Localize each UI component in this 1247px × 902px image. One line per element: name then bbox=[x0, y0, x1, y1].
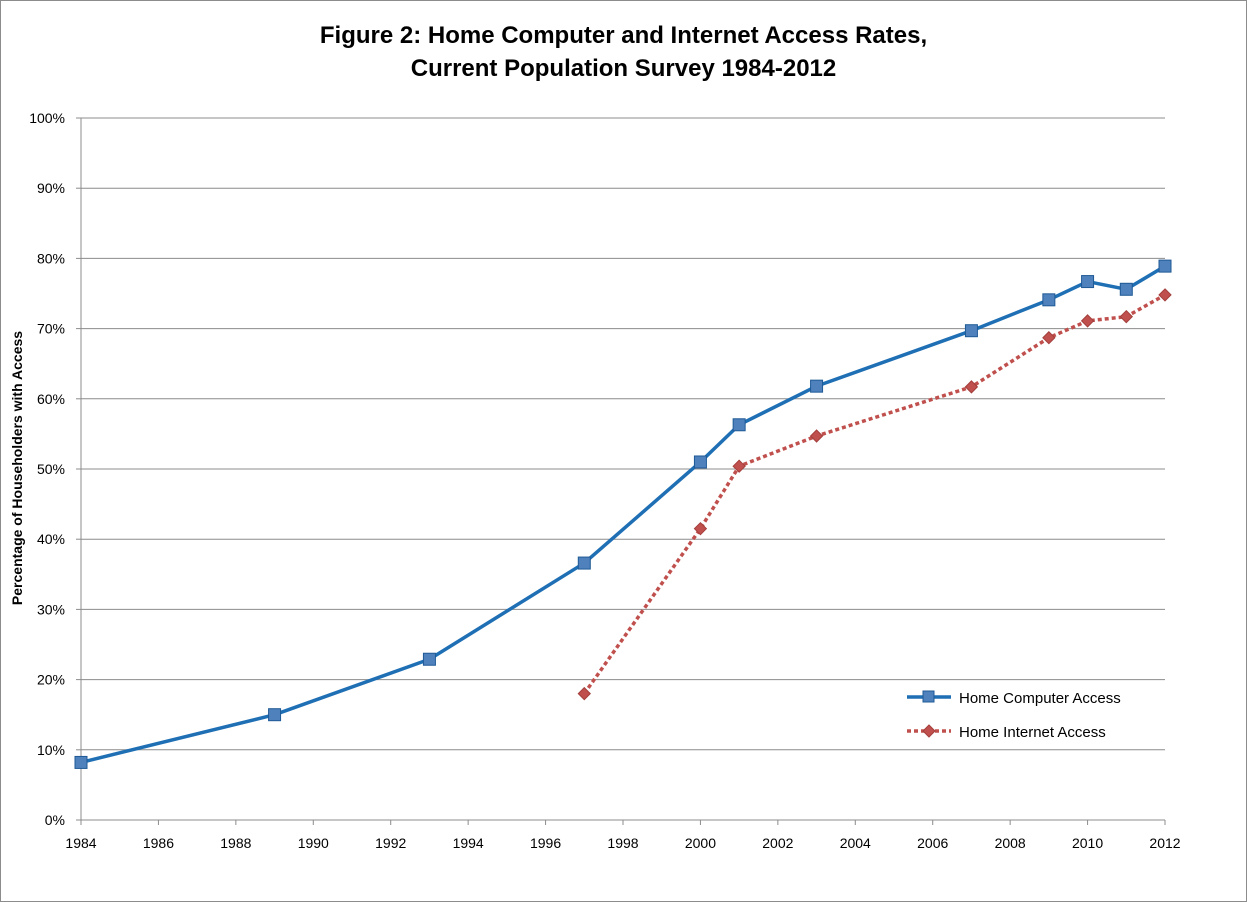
y-axis-label: Percentage of Householders with Access bbox=[9, 331, 25, 605]
chart-title-line-2: Current Population Survey 1984-2012 bbox=[410, 55, 837, 82]
y-tick-label: 50% bbox=[37, 461, 65, 477]
axes bbox=[80, 118, 1166, 825]
x-tick-label: 1994 bbox=[453, 835, 484, 851]
y-tick-label: 10% bbox=[37, 742, 65, 758]
legend: Home Computer Access Home Internet Acces… bbox=[907, 690, 1121, 741]
x-tick-label: 2006 bbox=[917, 835, 948, 851]
y-tick-label: 90% bbox=[37, 180, 65, 196]
series-layer bbox=[74, 259, 1172, 769]
y-tick-labels: 0% 10% 20% 30% 40% 50% 60% 70% 80% 90% 100% bbox=[29, 110, 65, 828]
data-point-square bbox=[693, 455, 707, 469]
x-tick-label: 1998 bbox=[607, 835, 638, 851]
data-point-diamond bbox=[809, 429, 824, 443]
data-point-diamond bbox=[1042, 331, 1056, 345]
data-point-square bbox=[1042, 293, 1056, 307]
series-home-internet-access bbox=[577, 288, 1172, 701]
series-line bbox=[582, 293, 1166, 695]
data-point-diamond bbox=[693, 521, 708, 536]
x-tick-labels: 1984 1986 1988 1990 1992 1994 1996 1998 2000 2002… bbox=[65, 835, 1180, 851]
x-tick-label: 2004 bbox=[840, 835, 871, 851]
legend-label-home-internet: Home Internet Access bbox=[959, 724, 1106, 741]
x-tick-label: 1988 bbox=[220, 835, 251, 851]
legend-item-home-internet: Home Internet Access bbox=[907, 724, 1106, 741]
data-point-square bbox=[964, 324, 978, 338]
x-tick-label: 2002 bbox=[762, 835, 793, 851]
data-point-square bbox=[1081, 275, 1095, 289]
data-point-square bbox=[1119, 282, 1133, 296]
x-tick-label: 1996 bbox=[530, 835, 561, 851]
x-tick-label: 2012 bbox=[1149, 835, 1180, 851]
data-point-square bbox=[268, 708, 282, 722]
data-point-square bbox=[1158, 259, 1172, 273]
legend-item-home-computer: Home Computer Access bbox=[907, 690, 1121, 707]
x-tick-label: 1990 bbox=[298, 835, 329, 851]
y-tick-label: 0% bbox=[45, 812, 65, 828]
x-tick-label: 2010 bbox=[1072, 835, 1103, 851]
x-tick-label: 1992 bbox=[375, 835, 406, 851]
legend-square-marker bbox=[922, 690, 935, 703]
legend-label-home-computer: Home Computer Access bbox=[959, 690, 1121, 707]
data-point-diamond bbox=[577, 686, 591, 701]
y-tick-label: 60% bbox=[37, 391, 65, 407]
legend-diamond-marker bbox=[922, 724, 936, 738]
y-tick-label: 100% bbox=[29, 110, 65, 126]
data-point-square bbox=[577, 556, 591, 570]
chart-title: Figure 2: Home Computer and Internet Acc… bbox=[1, 19, 1246, 85]
data-point-diamond bbox=[1080, 314, 1095, 328]
series-home-computer-access bbox=[74, 259, 1172, 769]
gridlines bbox=[76, 117, 1165, 821]
data-point-square bbox=[732, 418, 746, 432]
y-tick-label: 80% bbox=[37, 250, 65, 266]
x-tick-label: 1984 bbox=[65, 835, 96, 851]
data-point-diamond bbox=[1158, 288, 1172, 302]
data-point-square bbox=[810, 379, 824, 393]
data-point-diamond bbox=[1119, 309, 1133, 324]
x-tick-label: 2000 bbox=[685, 835, 716, 851]
y-tick-label: 40% bbox=[37, 531, 65, 547]
series-line bbox=[80, 264, 1166, 765]
data-point-square bbox=[74, 755, 88, 769]
y-tick-label: 20% bbox=[37, 672, 65, 688]
chart-title-line-1: Figure 2: Home Computer and Internet Acc… bbox=[319, 22, 928, 49]
y-tick-label: 30% bbox=[37, 601, 65, 617]
x-tick-label: 1986 bbox=[143, 835, 174, 851]
data-point-diamond bbox=[732, 459, 746, 473]
y-tick-label: 70% bbox=[37, 321, 65, 337]
x-tick-label: 2008 bbox=[995, 835, 1026, 851]
data-point-square bbox=[422, 652, 436, 666]
data-point-diamond bbox=[964, 380, 979, 394]
